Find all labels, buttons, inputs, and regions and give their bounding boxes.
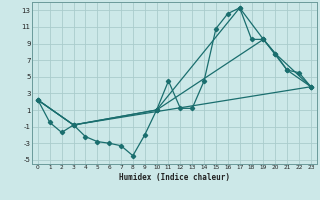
X-axis label: Humidex (Indice chaleur): Humidex (Indice chaleur): [119, 173, 230, 182]
